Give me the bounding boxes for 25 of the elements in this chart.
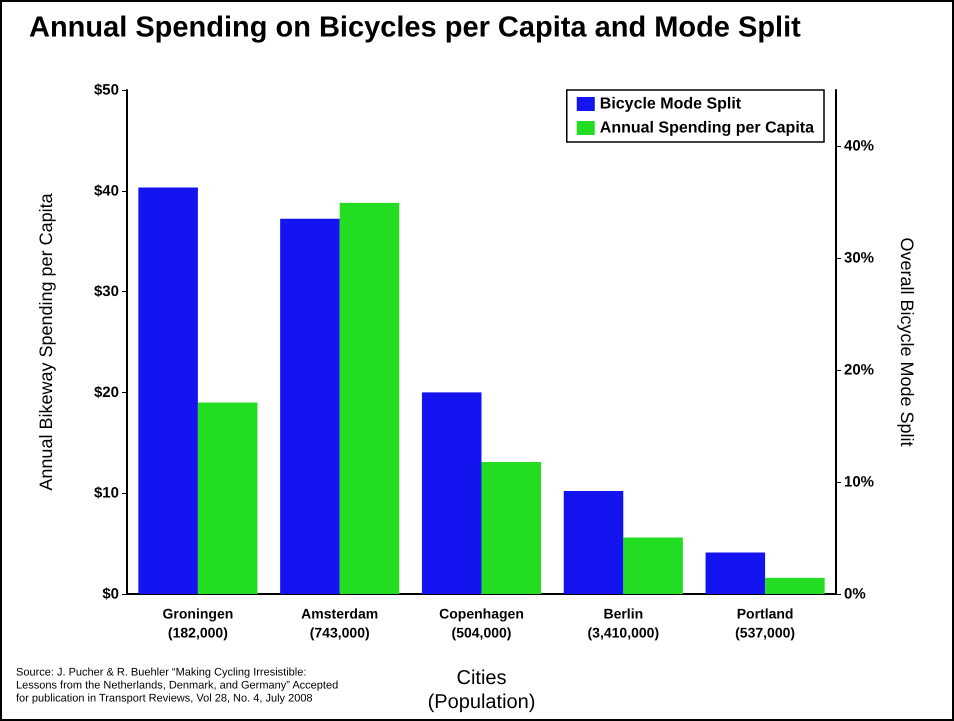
x-axis-title: Cities (Population): [428, 667, 536, 713]
y-tick-label: $0: [102, 586, 119, 602]
y-tick-label: $20: [94, 384, 119, 401]
y2-tick-label: 10%: [844, 474, 874, 490]
y-tick-label: $30: [94, 283, 119, 300]
y-tick-label: $50: [94, 82, 119, 98]
x-tick-label: Amsterdam (743,000): [301, 606, 378, 640]
y2-tick-label: 0%: [844, 586, 866, 602]
bar: [138, 187, 198, 594]
x-tick-label: Copenhagen (504,000): [439, 606, 524, 640]
source-note: Source: J. Pucher & R. Buehler “Making Cycling Irresistible: Lessons from the Netherlands, Denmark, and Germany” Accepted for publication in Transport Reviews, Vol 28, No. 4, July 2008: [16, 666, 338, 704]
y2-tick-label: 30%: [844, 250, 874, 266]
y-tick-label: $10: [94, 484, 119, 502]
chart-title: Annual Spending on Bicycles per Capita and Mode Split: [29, 12, 802, 44]
x-tick-label: Groningen (182,000): [162, 606, 234, 640]
y2-tick-label: 40%: [844, 138, 874, 154]
y2-axis-title: Overall Bicycle Mode Split: [897, 237, 917, 447]
legend-label: Annual Spending per Capita: [600, 120, 814, 136]
bar: [706, 552, 766, 594]
x-tick-label: Berlin (3,410,000): [587, 606, 660, 640]
legend-label: Bicycle Mode Split: [600, 96, 742, 112]
y-tick-label: $40: [94, 182, 119, 200]
y2-tick-label: 20%: [844, 362, 874, 378]
x-tick-label: Portland (537,000): [735, 606, 796, 640]
y-axis-title: Annual Bikeway Spending per Capita: [36, 192, 56, 491]
